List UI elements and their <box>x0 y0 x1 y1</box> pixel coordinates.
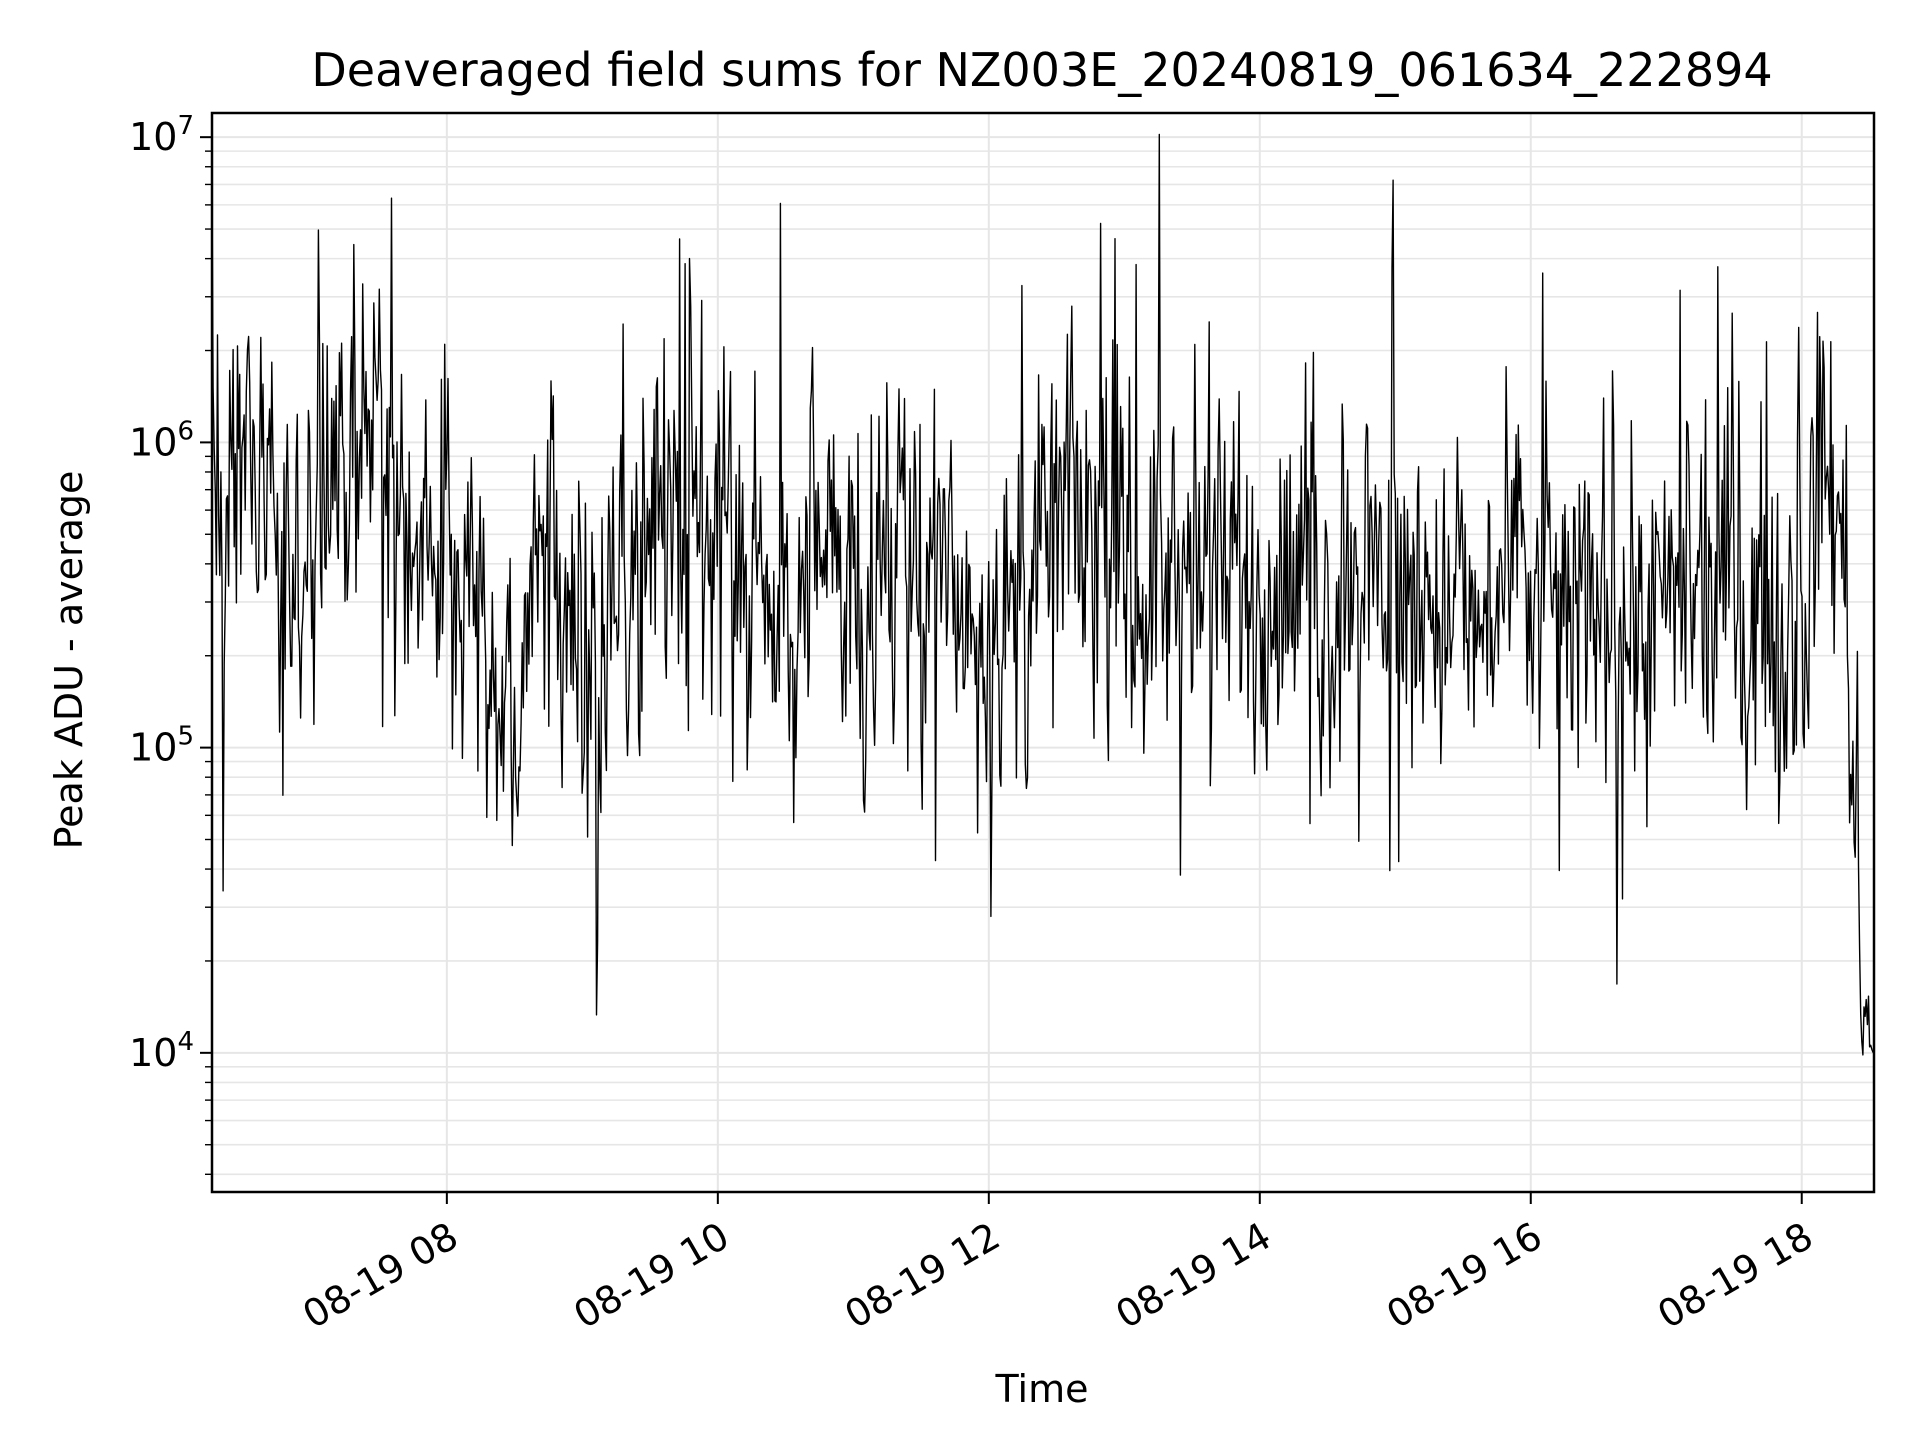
plot-frame <box>210 111 1876 1194</box>
data-series <box>211 133 1875 1056</box>
y-tick-label: 106 <box>129 416 194 464</box>
y-tick-label: 105 <box>129 722 194 770</box>
series-line <box>211 133 1875 1056</box>
x-axis-label: Time <box>995 1367 1089 1411</box>
y-axis: 104 105 106 107 <box>129 111 212 1175</box>
y-axis-label: Peak ADU - average <box>47 471 91 850</box>
chart-title: Deaveraged field sums for NZ003E_2024081… <box>311 43 1772 97</box>
y-tick-label: 104 <box>129 1027 194 1075</box>
y-tick-label: 107 <box>129 111 194 159</box>
